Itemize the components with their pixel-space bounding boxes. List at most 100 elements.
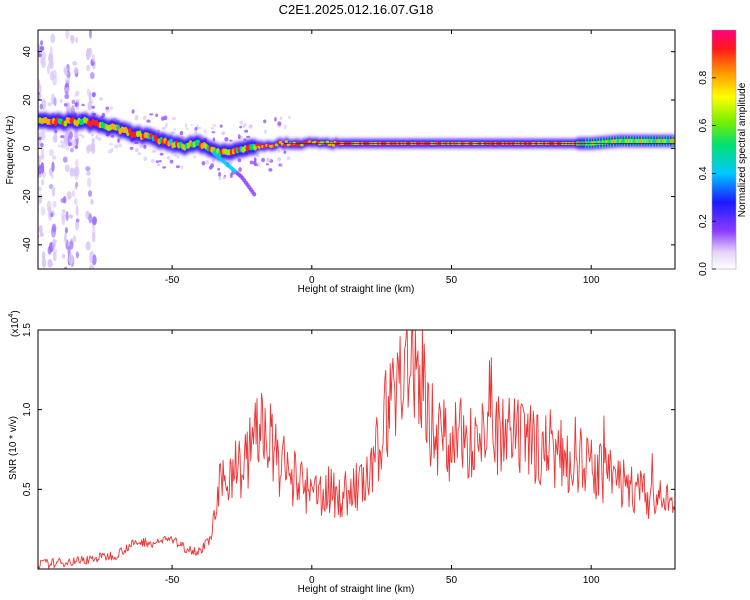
noise-speck <box>73 66 79 74</box>
noise-speck <box>65 86 70 93</box>
heatmap-ytick-label: 0 <box>22 145 33 151</box>
noise-speck <box>184 123 188 128</box>
noise-speck <box>40 206 46 216</box>
heatmap-xtick-label: 50 <box>446 275 458 286</box>
noise-speck <box>64 232 67 244</box>
chart-title: C2E1.2025.012.16.07.G18 <box>279 2 434 17</box>
snr-xtick-label: 100 <box>583 575 600 586</box>
noise-speck <box>78 133 83 137</box>
ridge-broad-cell <box>604 136 606 148</box>
noise-speck <box>67 142 73 147</box>
noise-speck <box>46 200 52 213</box>
noise-speck <box>203 129 207 134</box>
noise-speck <box>88 106 91 110</box>
noise-speck <box>48 149 55 157</box>
noise-speck <box>52 238 57 250</box>
ridge-broad-cell <box>671 135 673 147</box>
noise-speck <box>90 198 94 205</box>
noise-speck <box>205 159 210 165</box>
noise-speck <box>211 131 216 134</box>
noise-speck <box>288 115 291 119</box>
noise-speck <box>48 184 54 190</box>
noise-speck <box>86 48 91 57</box>
heatmap-x-ticks: -50 0 50 100 <box>165 30 600 286</box>
ridge-broad-cell <box>660 135 662 147</box>
noise-speck <box>64 227 68 234</box>
noise-speck <box>52 200 57 208</box>
noise-speck <box>95 135 99 140</box>
snr-ytick-label: 1.5 <box>22 323 33 337</box>
noise-speck <box>219 124 223 128</box>
noise-speck <box>118 143 122 148</box>
noise-speck <box>277 156 282 162</box>
noise-speck <box>174 154 178 157</box>
noise-speck <box>146 119 151 123</box>
ridge-broad-cell <box>624 135 626 147</box>
noise-speck <box>68 131 73 140</box>
heatmap-y-ticks: -40 -20 0 20 40 <box>22 46 675 252</box>
noise-speck <box>218 171 221 177</box>
snr-multiplier-close: ) <box>10 310 21 313</box>
noise-speck <box>85 64 91 72</box>
snr-y-ticks: 0.5 1.0 1.5 <box>22 323 675 496</box>
noise-speck <box>74 94 79 97</box>
noise-speck <box>193 130 198 134</box>
noise-speck <box>71 99 76 105</box>
noise-speck <box>179 130 184 136</box>
heatmap-ytick-label: -20 <box>22 189 33 204</box>
colorbar-tick-label: 0.8 <box>698 70 709 84</box>
noise-speck <box>65 30 70 39</box>
noise-speck <box>107 149 113 154</box>
noise-speck <box>60 144 64 149</box>
ridge-broad-cell <box>652 135 654 147</box>
noise-speck <box>76 218 80 223</box>
heatmap-frame <box>37 29 676 270</box>
noise-speck <box>38 225 43 234</box>
noise-speck <box>88 190 93 197</box>
noise-speck <box>150 158 155 163</box>
noise-speck <box>89 99 94 105</box>
noise-speck <box>222 132 226 136</box>
noise-speck <box>163 115 168 121</box>
noise-speck <box>194 126 198 131</box>
snr-y-multiplier: (x104) <box>8 310 21 337</box>
noise-speck <box>109 143 113 146</box>
noise-speck <box>51 161 55 172</box>
noise-speck <box>47 258 53 268</box>
noise-speck <box>91 92 96 97</box>
noise-speck <box>263 119 267 124</box>
snr-series-line <box>38 330 675 569</box>
ridge-core-cell <box>331 143 336 147</box>
noise-speck <box>75 36 79 44</box>
snr-y-axis-label: SNR (10 * v/v) <box>8 416 19 480</box>
noise-speck <box>222 176 226 180</box>
noise-speck <box>165 122 168 128</box>
noise-speck <box>224 137 229 142</box>
noise-speck <box>39 40 44 46</box>
noise-speck <box>51 155 57 160</box>
noise-speck <box>159 159 162 163</box>
noise-speck <box>69 240 74 250</box>
noise-speck <box>51 186 56 197</box>
snr-panel: -50 0 50 100 0.5 1.0 1.5 Height of straight l… <box>8 310 676 595</box>
ridge-broad-cell <box>640 135 642 147</box>
noise-speck <box>249 124 252 128</box>
noise-speck <box>135 115 139 119</box>
noise-speck <box>38 193 43 204</box>
ridge-broad-cell <box>649 135 651 147</box>
snr-xtick-label: 0 <box>309 575 315 586</box>
noise-speck <box>57 144 61 148</box>
noise-speck <box>64 93 70 100</box>
noise-speck <box>142 115 147 121</box>
noise-speck <box>50 33 56 44</box>
noise-speck <box>69 147 74 153</box>
noise-speck <box>65 134 69 138</box>
colorbar-gradient <box>712 30 736 269</box>
noise-speck <box>60 135 65 139</box>
noise-speck <box>39 45 45 52</box>
noise-speck <box>75 158 79 168</box>
noise-speck <box>218 176 222 181</box>
ridge-broad-cell <box>657 135 659 147</box>
ridge-broad-cell <box>607 136 609 148</box>
